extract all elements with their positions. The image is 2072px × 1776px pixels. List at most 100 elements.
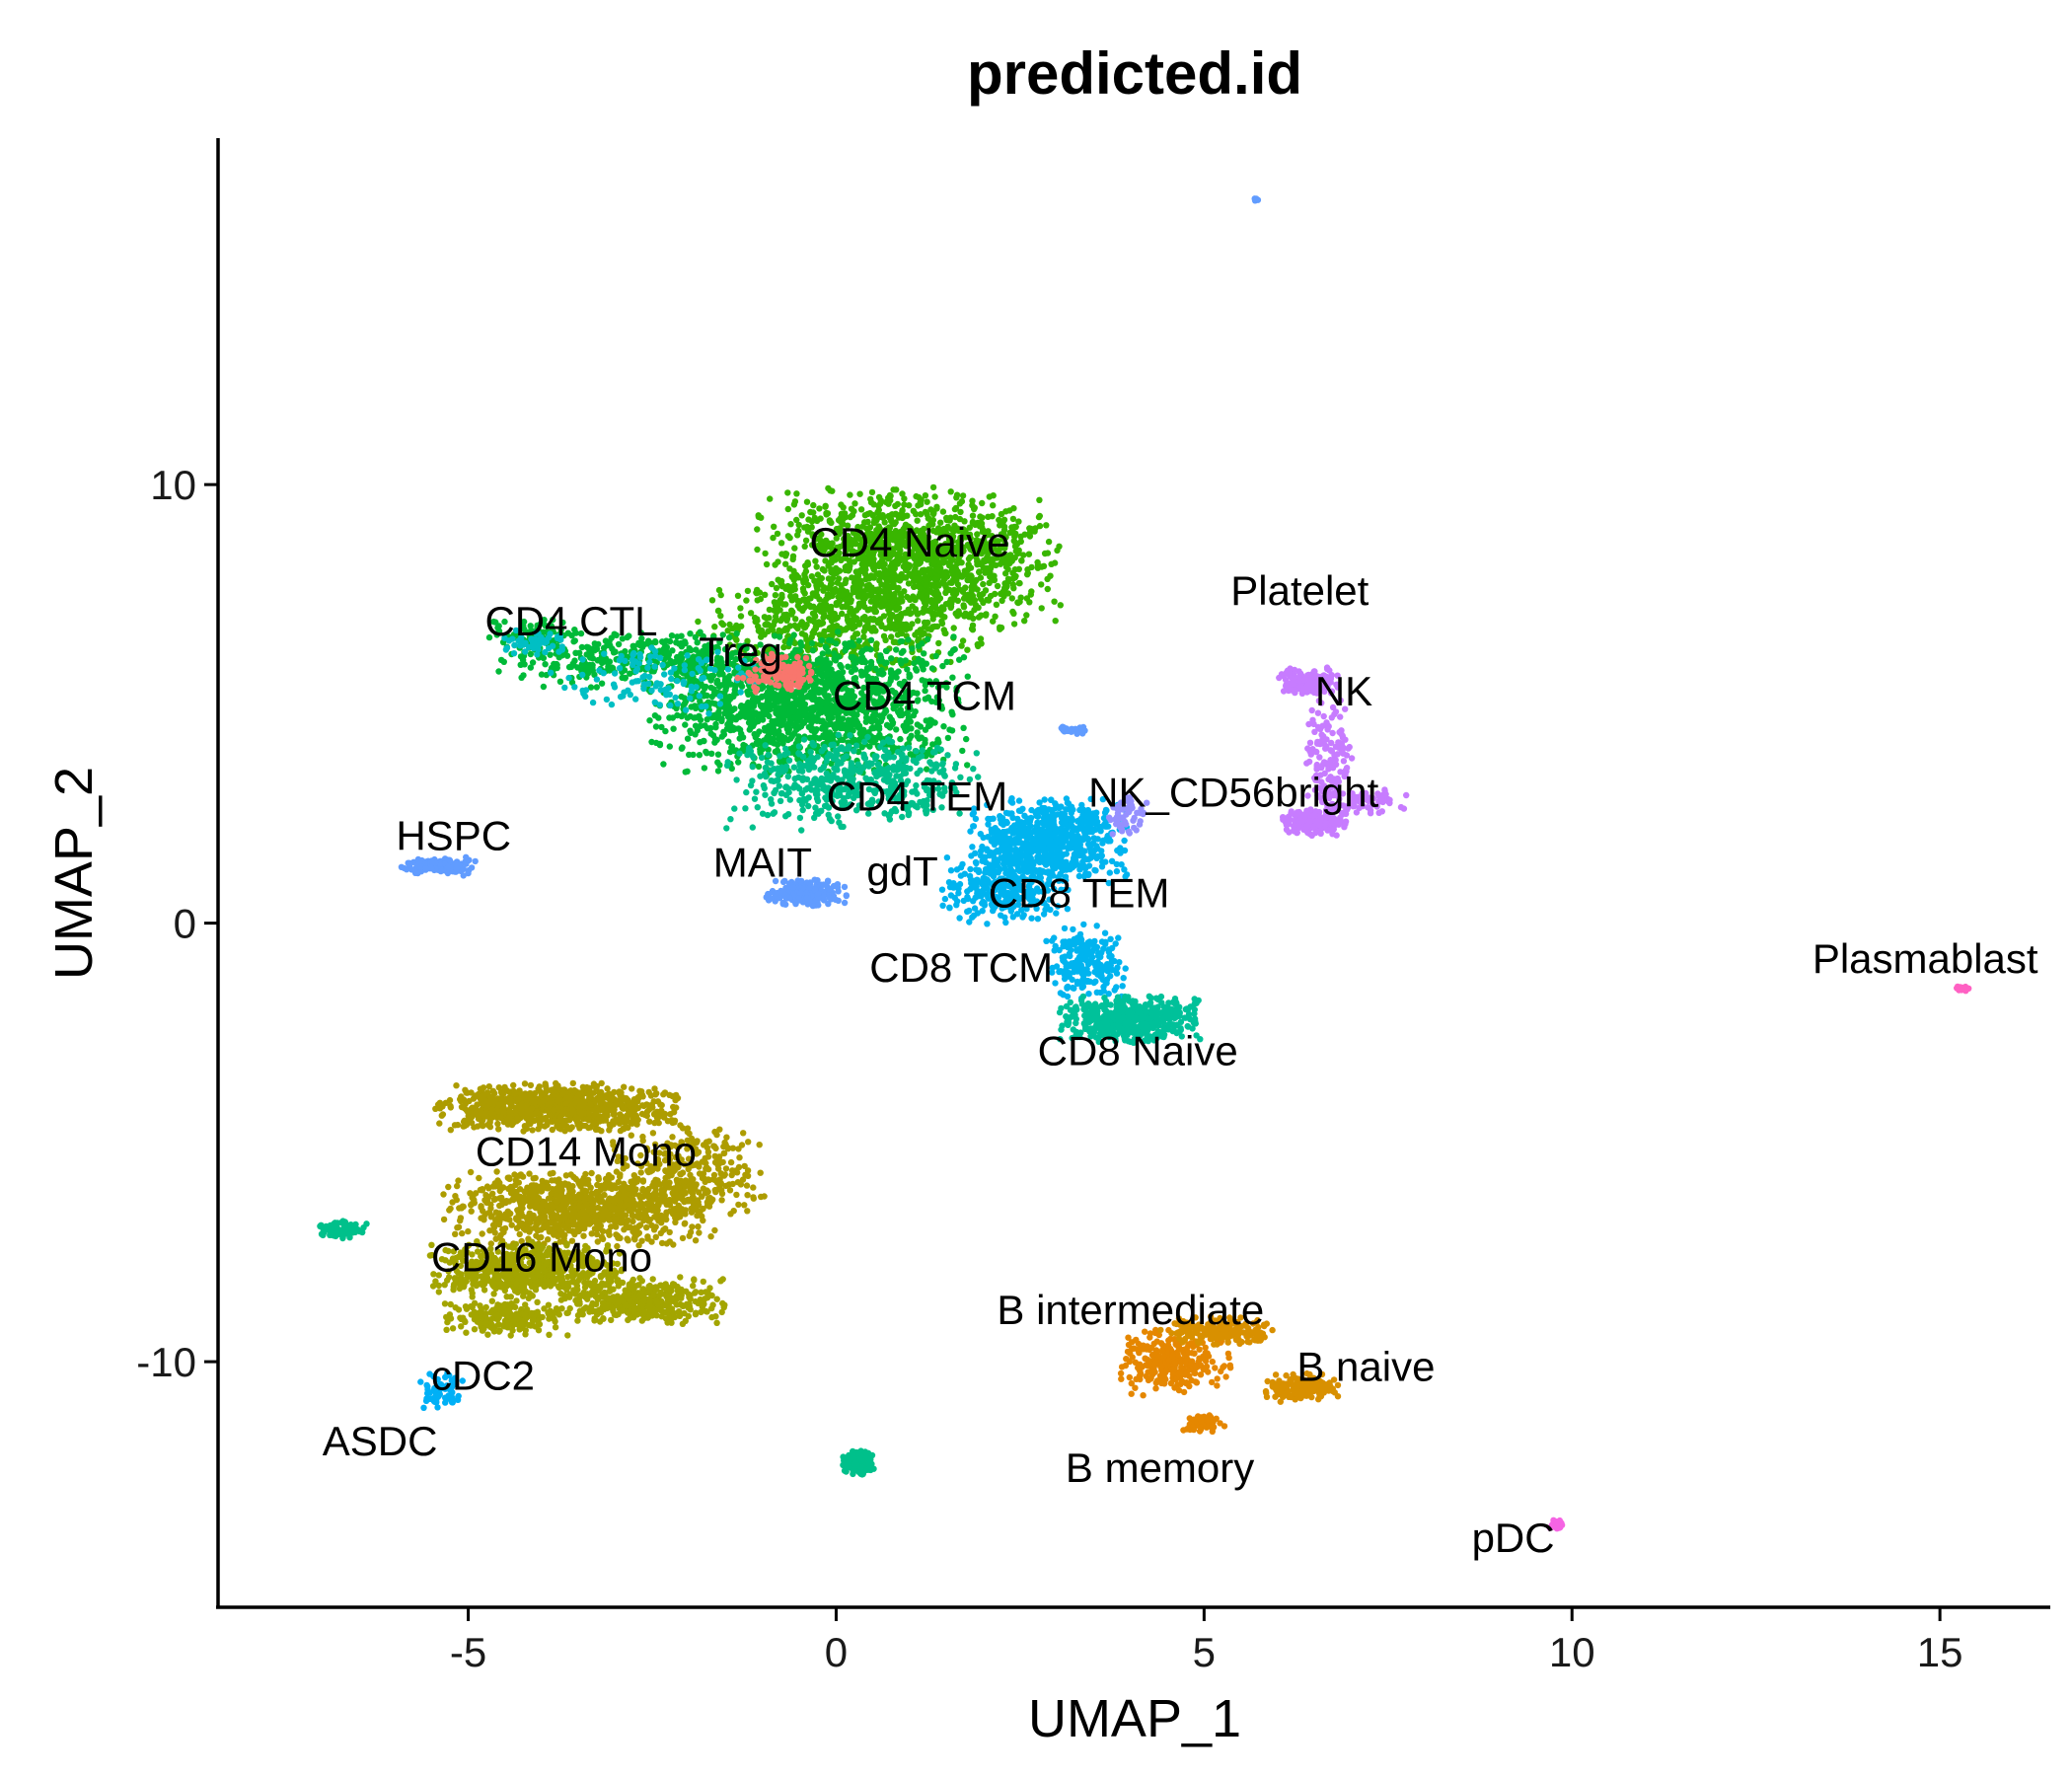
- data-point: [778, 594, 785, 601]
- data-point: [867, 636, 875, 643]
- data-point: [1121, 837, 1128, 845]
- data-point: [521, 661, 528, 668]
- data-point: [883, 659, 890, 666]
- data-point: [880, 613, 888, 620]
- data-point: [835, 731, 842, 738]
- data-point: [820, 763, 828, 771]
- data-point: [859, 647, 866, 654]
- data-point: [861, 570, 869, 578]
- data-point: [866, 743, 873, 750]
- data-point: [808, 708, 815, 716]
- data-point: [900, 647, 907, 655]
- data-point: [723, 825, 730, 832]
- data-point: [1036, 512, 1044, 520]
- data-point: [962, 610, 969, 617]
- data-point: [893, 604, 901, 612]
- data-point: [990, 618, 997, 625]
- data-point: [682, 706, 690, 713]
- data-point: [928, 665, 936, 672]
- data-point: [835, 888, 842, 895]
- data-point: [737, 689, 744, 696]
- data-point: [872, 594, 880, 602]
- data-point: [668, 632, 676, 639]
- data-point: [845, 719, 852, 727]
- data-point: [867, 646, 874, 653]
- data-point: [1010, 621, 1018, 628]
- data-point: [877, 603, 885, 610]
- data-point: [726, 621, 733, 629]
- data-point: [782, 745, 789, 752]
- data-point: [801, 543, 808, 550]
- data-point: [627, 670, 633, 677]
- data-point: [811, 876, 818, 883]
- data-point: [796, 814, 804, 822]
- data-point: [753, 616, 761, 623]
- data-point: [888, 633, 895, 640]
- data-point: [771, 523, 777, 530]
- data-point: [902, 610, 909, 617]
- data-point: [608, 701, 616, 708]
- data-point: [959, 492, 967, 499]
- data-point: [868, 488, 876, 496]
- data-point: [947, 604, 954, 611]
- data-point: [785, 710, 792, 717]
- data-point: [815, 902, 822, 909]
- data-point: [716, 762, 723, 769]
- data-point: [777, 577, 785, 585]
- data-point: [931, 583, 938, 590]
- data-point: [1012, 530, 1019, 538]
- data-point: [830, 755, 838, 763]
- data-point: [812, 697, 819, 703]
- data-point: [887, 625, 894, 631]
- data-point: [849, 512, 856, 519]
- data-point: [645, 680, 652, 688]
- data-point: [969, 622, 977, 629]
- data-point: [847, 608, 853, 616]
- data-point: [792, 661, 799, 668]
- data-point: [805, 595, 813, 602]
- data-point: [1014, 599, 1022, 607]
- data-point: [691, 703, 699, 709]
- data-point: [702, 722, 708, 729]
- data-point: [1009, 515, 1017, 523]
- data-point: [835, 566, 842, 574]
- data-point: [797, 889, 804, 897]
- data-point: [803, 498, 811, 505]
- data-point: [826, 885, 833, 893]
- data-point: [611, 684, 619, 691]
- data-point: [814, 667, 822, 675]
- data-point: [935, 639, 942, 647]
- data-point: [618, 652, 625, 660]
- data-point: [753, 589, 760, 596]
- data-point: [875, 723, 883, 730]
- data-point: [855, 621, 863, 628]
- data-point: [803, 894, 811, 902]
- data-point: [1021, 618, 1028, 625]
- data-point: [777, 732, 784, 739]
- data-point: [778, 551, 785, 557]
- data-point: [831, 765, 838, 772]
- data-point: [877, 717, 885, 725]
- data-point: [838, 582, 845, 589]
- data-point: [851, 736, 858, 744]
- data-point: [784, 489, 791, 496]
- data-point: [855, 600, 863, 607]
- data-point: [774, 747, 780, 754]
- data-point: [906, 570, 913, 578]
- data-point: [911, 659, 918, 667]
- data-point: [795, 750, 802, 757]
- data-point: [708, 597, 716, 604]
- data-point: [605, 663, 612, 670]
- data-point: [763, 678, 770, 685]
- data-point: [964, 591, 972, 598]
- data-point: [819, 724, 826, 731]
- data-point: [755, 513, 763, 521]
- data-point: [661, 671, 668, 678]
- data-point: [782, 681, 789, 688]
- data-point: [930, 509, 937, 516]
- data-point: [598, 680, 606, 687]
- data-point: [674, 701, 682, 707]
- data-point: [656, 741, 664, 749]
- chart-title: predicted.id: [967, 40, 1302, 107]
- data-point: [601, 650, 608, 657]
